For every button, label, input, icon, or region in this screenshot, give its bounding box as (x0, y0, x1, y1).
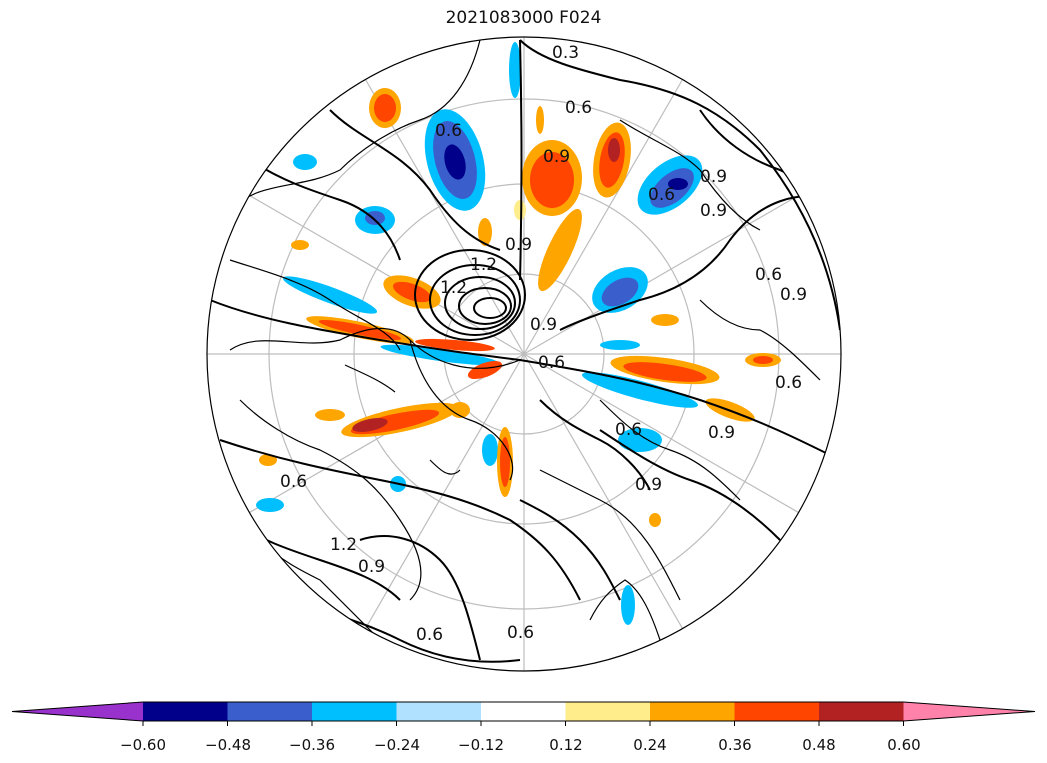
colorbar-segment (565, 702, 651, 721)
contour-label: 0.6 (416, 625, 443, 645)
fill-neg (509, 42, 521, 98)
contour-label: 0.9 (780, 285, 807, 305)
colorbar-ticks (142, 721, 904, 726)
contour-label: 0.6 (538, 353, 565, 373)
colorbar-segment (734, 702, 820, 721)
fill-pos (500, 437, 510, 487)
fill-neg (482, 434, 498, 466)
colorbar-tick-label: 0.60 (887, 736, 920, 754)
contour-label: 0.9 (530, 315, 557, 335)
fill-pos (651, 314, 679, 326)
fill-pos (374, 94, 396, 122)
contour-labels: 0.3 0.6 0.6 0.9 0.9 0.9 0.6 0.6 0.9 0.9 … (280, 43, 807, 645)
colorbar-tick-label: −0.12 (458, 736, 504, 754)
colorbar: −0.60 −0.48 −0.36 −0.24 −0.12 0.12 0.24 … (11, 701, 1036, 754)
contour-label: 0.6 (507, 623, 534, 643)
colorbar-segment (143, 702, 228, 721)
polar-map: 0.3 0.6 0.6 0.9 0.9 0.9 0.6 0.6 0.9 0.9 … (206, 36, 842, 672)
colorbar-tick-label: −0.36 (289, 736, 335, 754)
colorbar-tick-label: 0.48 (802, 736, 835, 754)
colorbar-tick-label: −0.24 (374, 736, 420, 754)
fill-pos (530, 152, 574, 208)
map-boundary (206, 36, 842, 672)
colorbar-segment (650, 702, 735, 721)
contour-label: 0.9 (708, 423, 735, 443)
colorbar-extend-max (903, 702, 1035, 721)
fill-neg (668, 178, 688, 190)
contour-label: 0.6 (615, 420, 642, 440)
fill-pos (753, 356, 773, 364)
contour-label: 0.3 (552, 43, 579, 63)
fill-pos (649, 513, 661, 527)
colorbar-tick-label: −0.48 (205, 736, 251, 754)
colorbar-segment (481, 702, 566, 721)
fill-pos (538, 208, 582, 292)
contour-lines (209, 39, 841, 663)
fill-pos (415, 338, 495, 352)
fill-neg (600, 340, 640, 350)
colorbar-tick-label: 0.24 (633, 736, 666, 754)
colorbar-tick-label: 0.36 (718, 736, 751, 754)
fill-pos (450, 402, 470, 418)
contour-label: 0.6 (648, 185, 675, 205)
colorbar-segments (11, 701, 1036, 722)
contour-label: 1.2 (330, 535, 357, 555)
fill-neg (621, 585, 635, 625)
colorbar-segment (396, 702, 482, 721)
contour-label: 0.6 (565, 98, 592, 118)
map-title: 2021083000 F024 (445, 8, 602, 28)
fill-pos (536, 106, 544, 134)
contour-label: 0.9 (543, 147, 570, 167)
fill-neg (380, 344, 500, 366)
contour-label: 1.2 (470, 255, 497, 275)
fill-pos (352, 418, 388, 432)
fill-neg (601, 277, 639, 307)
graticule (207, 37, 841, 671)
fill-pos (259, 454, 277, 466)
fill-pos (291, 240, 309, 250)
fill-pos (623, 362, 707, 382)
fill-pos (393, 281, 431, 303)
contour-label: 0.6 (280, 472, 307, 492)
contour-label: 0.9 (700, 201, 727, 221)
coastlines (229, 39, 821, 641)
fill-neg (365, 211, 385, 225)
fill-pos (608, 138, 620, 162)
contour-label: 0.6 (755, 265, 782, 285)
fill-neg (444, 144, 466, 180)
fill-neg (256, 498, 284, 512)
fill-pos (514, 200, 526, 220)
fill-pos (467, 360, 503, 380)
contour-label: 0.9 (700, 167, 727, 187)
contour-label: 1.2 (440, 278, 467, 298)
colorbar-extend-min (12, 702, 143, 721)
fill-pos (478, 218, 492, 246)
fill-neg (581, 372, 699, 408)
colorbar-segment (312, 702, 397, 721)
contour-label: 0.9 (358, 557, 385, 577)
colorbar-tick-label: 0.12 (549, 736, 582, 754)
colorbar-tick-label: −0.60 (120, 736, 166, 754)
contour-label: 0.6 (435, 121, 462, 141)
colorbar-segment (819, 702, 904, 721)
contour-label: 0.9 (505, 235, 532, 255)
fill-neg (282, 276, 378, 314)
contour-label: 0.6 (775, 373, 802, 393)
fill-pos (315, 409, 345, 421)
fill-neg (293, 154, 317, 170)
anomaly-fills (256, 42, 781, 625)
contour-label: 0.9 (635, 475, 662, 495)
fill-pos (318, 319, 402, 341)
fill-neg (618, 428, 662, 452)
colorbar-segment (227, 702, 313, 721)
colorbar-tick-labels: −0.60 −0.48 −0.36 −0.24 −0.12 0.12 0.24 … (120, 736, 921, 754)
